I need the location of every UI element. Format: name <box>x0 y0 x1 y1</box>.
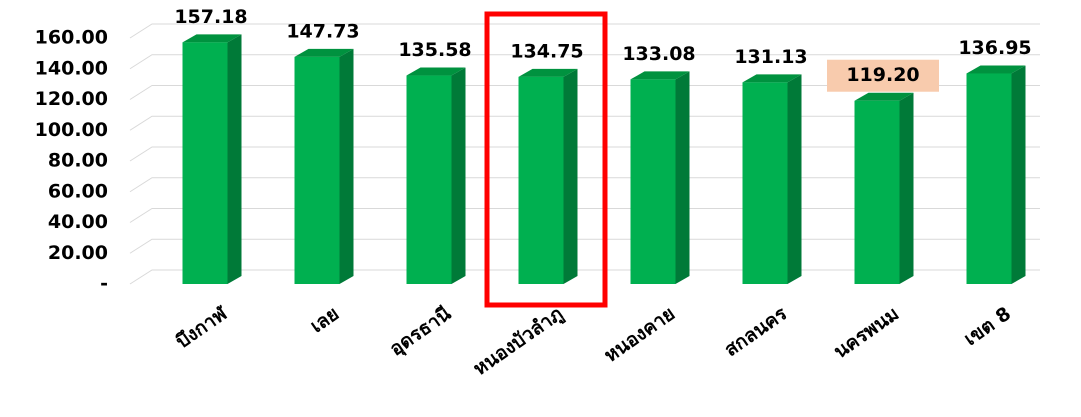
bar <box>406 67 466 285</box>
grid-line <box>129 54 1040 70</box>
y-tick-label: 40.00 <box>48 211 108 233</box>
bar-side <box>451 67 466 285</box>
bar-top <box>182 34 242 43</box>
value-label-box <box>827 59 939 92</box>
value-label: 136.95 <box>958 37 1031 59</box>
value-label: 133.08 <box>622 43 695 65</box>
bar-side <box>1011 65 1026 284</box>
grid-line <box>129 23 1040 39</box>
bar-top <box>630 71 690 80</box>
y-tick-label: 120.00 <box>35 88 108 110</box>
y-tick-label: 160.00 <box>35 27 108 49</box>
bar <box>854 92 914 284</box>
y-tick-label: 60.00 <box>48 180 108 202</box>
x-tick-label: บึงกาฬ <box>172 302 232 353</box>
x-tick-label: เลย <box>306 303 343 338</box>
value-label: 119.20 <box>846 64 919 86</box>
y-tick-label: - <box>100 273 108 295</box>
bar-front <box>406 75 452 285</box>
bar-top <box>294 48 354 57</box>
bar <box>630 71 690 285</box>
x-tick-label: อุดรธานี <box>386 303 456 362</box>
y-tick-label: 20.00 <box>48 242 108 264</box>
bar-front <box>294 56 340 284</box>
x-tick-label: นครพนม <box>830 303 903 363</box>
bar-side <box>339 48 354 284</box>
bar-top <box>854 92 914 101</box>
bar <box>742 74 802 284</box>
bar-front <box>854 100 900 284</box>
y-tick-label: 100.00 <box>35 119 108 141</box>
x-tick-label: หนองบัวลำภู <box>469 303 567 381</box>
bar <box>518 68 578 285</box>
bar-front <box>966 73 1012 284</box>
value-label: 131.13 <box>734 46 807 68</box>
value-label: 134.75 <box>510 40 583 62</box>
bar-side <box>899 92 914 284</box>
bar-top <box>406 67 466 76</box>
x-tick-label: หนองคาย <box>600 303 679 367</box>
y-tick-label: 80.00 <box>48 150 108 172</box>
bar-top <box>966 65 1026 74</box>
value-label: 135.58 <box>398 39 471 61</box>
value-label: 157.18 <box>174 6 247 28</box>
bar-front <box>630 79 676 285</box>
y-tick-label: 140.00 <box>35 57 108 79</box>
bar-front <box>518 76 564 285</box>
bar-side <box>227 34 242 284</box>
value-label: 147.73 <box>286 20 359 42</box>
bar-top <box>742 74 802 83</box>
x-tick-label: สกลนคร <box>721 302 792 361</box>
bar-side <box>563 68 578 285</box>
bar-side <box>787 74 802 284</box>
bar <box>966 65 1026 284</box>
bar-front <box>742 82 788 284</box>
bar-side <box>675 71 690 285</box>
bar-front <box>182 42 228 284</box>
bar <box>294 48 354 284</box>
bar-top <box>518 68 578 77</box>
x-tick-label: เขต 8 <box>960 303 1015 351</box>
highlight-frame <box>484 11 608 308</box>
bar <box>182 34 242 284</box>
